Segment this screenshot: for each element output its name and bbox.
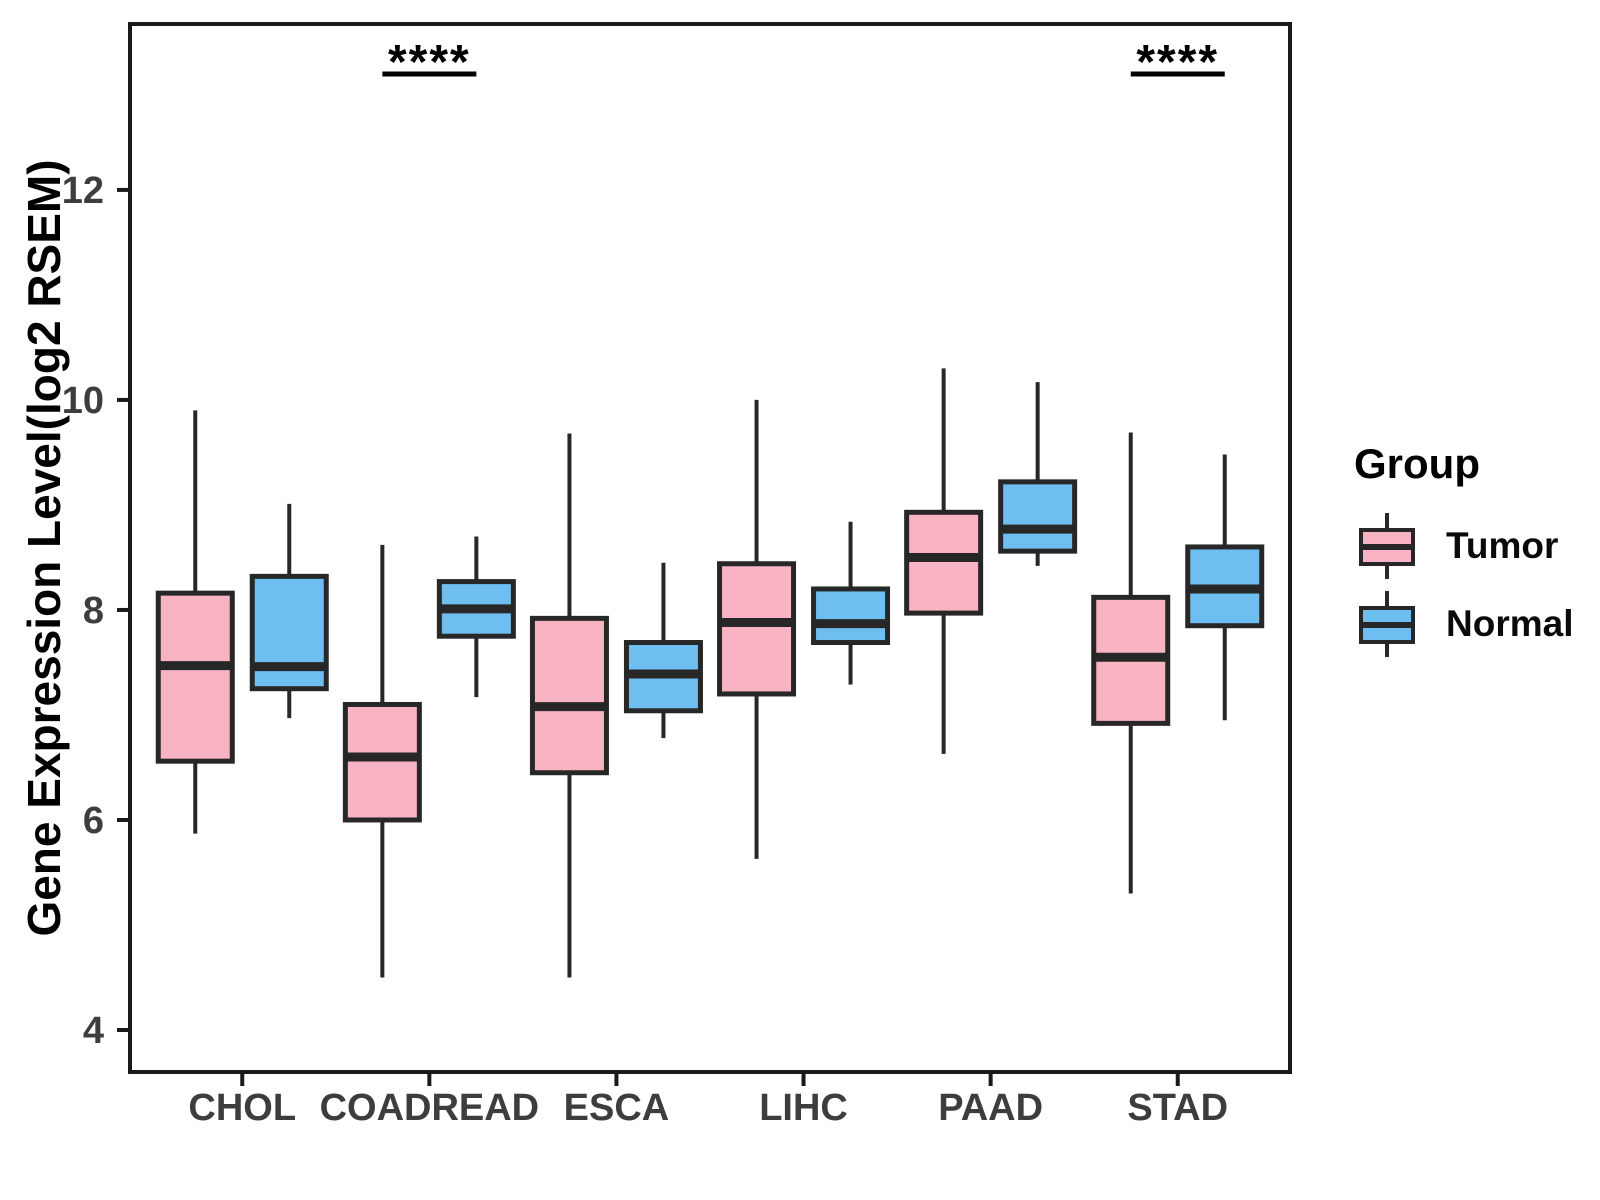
y-axis-title: Gene Expression Level(log2 RSEM) — [18, 159, 70, 937]
x-tick-label-stad: STAD — [1127, 1087, 1228, 1129]
box-lihc-normal — [811, 586, 891, 646]
tumor-boxplot-key-icon — [1359, 513, 1415, 579]
y-tick-label: 10 — [62, 380, 104, 422]
x-tick-label-paad: PAAD — [938, 1087, 1043, 1129]
legend-label-tumor: Tumor — [1446, 525, 1559, 566]
box-chol-tumor — [155, 590, 235, 764]
x-tick-label-esca: ESCA — [564, 1087, 670, 1129]
normal-boxplot-key-icon — [1359, 591, 1415, 657]
box-paad-tumor — [904, 509, 984, 616]
box-chol-normal — [249, 573, 329, 692]
x-tick-label-coadread: COADREAD — [320, 1087, 540, 1129]
y-tick-label: 6 — [83, 800, 104, 842]
y-tick-label: 12 — [62, 170, 104, 212]
y-tick-label: 8 — [83, 590, 104, 632]
box-coadread-tumor — [342, 701, 422, 823]
box-lihc-tumor — [717, 561, 797, 697]
box-paad-normal — [998, 479, 1078, 554]
panel-border — [128, 22, 1292, 1074]
box-esca-tumor — [529, 615, 609, 776]
legend-item-normal: Normal — [1352, 588, 1592, 660]
x-tick-label-lihc: LIHC — [759, 1087, 848, 1129]
legend: Group Tumor Normal — [1352, 440, 1592, 666]
y-tick-label: 4 — [83, 1010, 104, 1052]
significance-stars-coadread: **** — [388, 36, 471, 89]
significance-stars-stad: **** — [1136, 36, 1219, 89]
legend-title: Group — [1354, 440, 1480, 487]
legend-label-normal: Normal — [1446, 603, 1574, 644]
x-tick-label-chol: CHOL — [188, 1087, 296, 1129]
legend-item-tumor: Tumor — [1352, 510, 1592, 582]
